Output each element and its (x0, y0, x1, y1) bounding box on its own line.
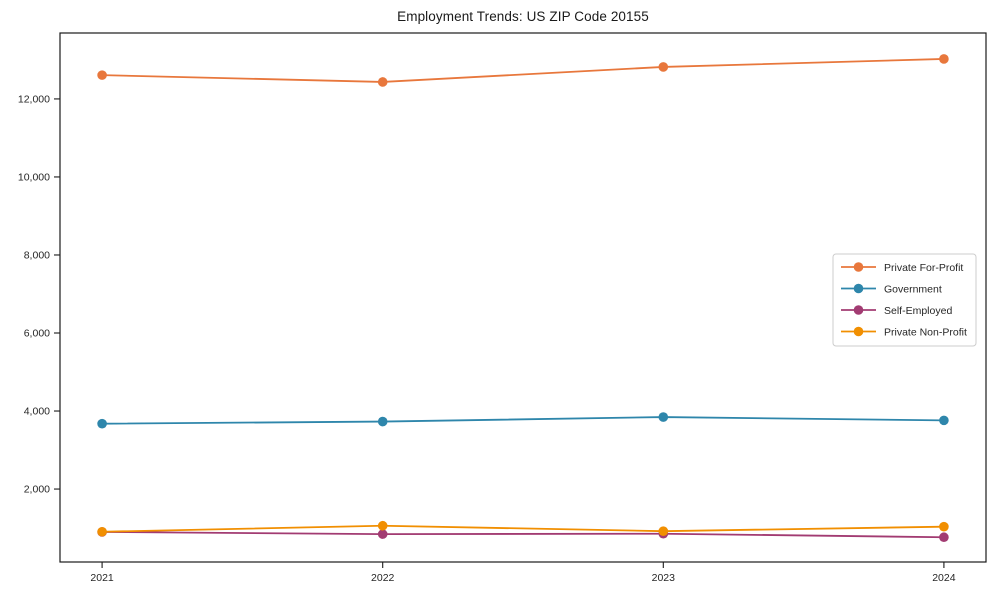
series-line (101, 58, 945, 83)
data-point-marker (658, 412, 669, 422)
legend-label: Government (884, 283, 942, 295)
data-point-marker (939, 532, 949, 543)
data-point-marker (377, 77, 388, 87)
legend: Private For-Profit Government Self-Employe… (832, 253, 977, 347)
data-point-marker (97, 526, 107, 537)
series-line (101, 531, 945, 539)
legend-marker-icon (853, 305, 864, 315)
x-tick-label: 2024 (932, 572, 956, 584)
data-point-marker (658, 526, 669, 536)
data-point-marker (658, 62, 669, 72)
legend-label: Self-Employed (884, 305, 952, 317)
legend-box (832, 253, 977, 347)
data-point-marker (377, 529, 388, 539)
x-tick-label: 2023 (652, 572, 676, 584)
legend-label: Private Non-Profit (884, 326, 967, 338)
series-government (97, 412, 949, 429)
legend-item-private-non-profit: Private Non-Profit (841, 326, 967, 338)
y-axis: 2,000 4,000 6,000 8,000 10,000 12,000 (18, 94, 60, 496)
legend-item-government: Government (841, 283, 942, 295)
y-tick-label: 2,000 (24, 484, 50, 496)
data-point-marker (939, 521, 949, 532)
data-point-marker (939, 54, 949, 64)
data-point-marker (97, 70, 107, 80)
series-private-for-profit (97, 54, 949, 87)
legend-marker-icon (853, 326, 864, 337)
y-tick-label: 6,000 (24, 328, 50, 340)
series-line (101, 524, 945, 533)
data-point-marker (939, 415, 949, 426)
series-line (101, 416, 945, 425)
y-tick-label: 10,000 (18, 172, 50, 184)
legend-marker-icon (853, 262, 864, 272)
x-axis: 2021 2022 2023 2024 (90, 562, 956, 584)
legend-label: Private For-Profit (884, 262, 963, 274)
plot-area (59, 32, 987, 563)
x-tick-label: 2021 (90, 572, 114, 584)
y-tick-label: 12,000 (18, 94, 50, 106)
y-tick-label: 4,000 (24, 406, 50, 418)
data-point-marker (377, 416, 388, 427)
legend-item-self-employed: Self-Employed (841, 305, 952, 317)
data-point-marker (377, 520, 388, 531)
legend-marker-icon (853, 283, 864, 294)
x-tick-label: 2022 (371, 572, 395, 584)
series-private-non-profit (97, 520, 949, 537)
chart-title: Employment Trends: US ZIP Code 20155 (397, 9, 649, 24)
legend-item-private-for-profit: Private For-Profit (841, 262, 963, 274)
data-point-marker (97, 418, 107, 429)
y-tick-label: 8,000 (24, 250, 50, 262)
